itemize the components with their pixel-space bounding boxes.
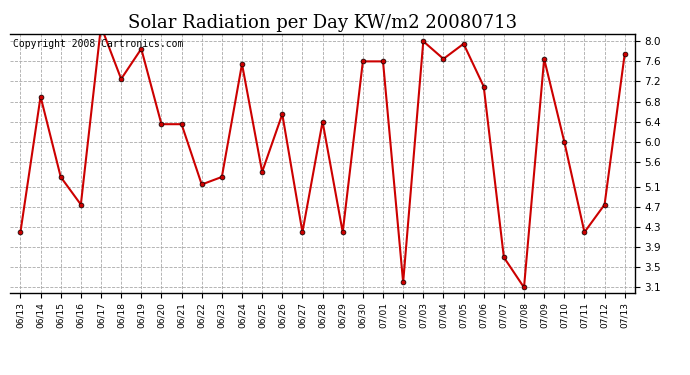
Title: Solar Radiation per Day KW/m2 20080713: Solar Radiation per Day KW/m2 20080713 [128, 14, 517, 32]
Text: Copyright 2008 Cartronics.com: Copyright 2008 Cartronics.com [14, 39, 184, 49]
